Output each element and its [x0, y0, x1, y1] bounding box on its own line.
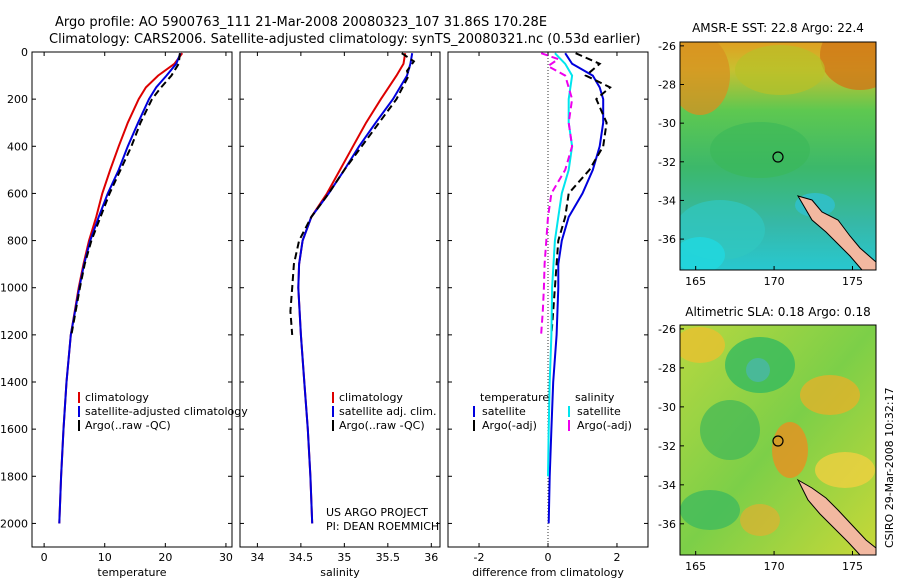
legend-label: satellite	[482, 405, 526, 418]
y-tick-label: 1000	[0, 282, 28, 295]
map-y-tick-label: -26	[658, 323, 676, 336]
y-tick-label: 1200	[0, 329, 28, 342]
x-tick-label: 30	[219, 551, 233, 564]
x-axis-label: salinity	[320, 566, 360, 579]
series-line-temperature-argo-adj-	[550, 52, 612, 335]
sla-map-title: Altimetric SLA: 0.18 Argo: 0.18	[685, 305, 870, 319]
legend-label: Argo(..raw -QC)	[85, 419, 171, 432]
legend-heading: salinity	[575, 391, 615, 404]
sst-map-field	[680, 42, 876, 270]
legend-label: satellite	[577, 405, 621, 418]
series-line-climatology	[58, 52, 184, 524]
map-x-tick-label: 170	[764, 560, 785, 573]
argo-marker-sst	[772, 151, 784, 163]
legend-label: Argo(-adj)	[577, 419, 632, 432]
y-tick-label: 600	[7, 187, 28, 200]
map-y-tick-label: -26	[658, 40, 676, 53]
x-tick-label: -2	[474, 551, 485, 564]
map-y-tick-label: -36	[658, 233, 676, 246]
map-y-tick-label: -30	[658, 401, 676, 414]
y-tick-label: 2000	[0, 517, 28, 530]
legend-label: satellite-adjusted climatology	[85, 405, 248, 418]
legend-heading: temperature	[480, 391, 549, 404]
map-y-tick-label: -32	[658, 156, 676, 169]
x-tick-label: 34.5	[289, 551, 314, 564]
x-tick-label: 34	[250, 551, 264, 564]
series-line-climatology	[297, 53, 407, 524]
y-tick-label: 0	[21, 46, 28, 59]
difference-panel: -2 0 2 difference from climatology temperatu…	[447, 51, 649, 579]
x-tick-label: 35.5	[376, 551, 401, 564]
temperature-panel: 0 200 400 600 800 1000 1200 1400 1600 1800 2000 0 10…	[0, 46, 248, 579]
map-x-tick-label: 175	[842, 560, 863, 573]
sst-map-title: AMSR-E SST: 22.8 Argo: 22.4	[692, 21, 864, 35]
sla-map: Altimetric SLA: 0.18 Argo: 0.18 -26 -28 -3…	[658, 305, 877, 573]
map-y-tick-label: -34	[658, 194, 676, 207]
series-line-salinity-satellite	[547, 52, 574, 477]
y-tick-label: 1800	[0, 470, 28, 483]
map-y-tick-label: -28	[658, 362, 676, 375]
credit-pi: PI: DEAN ROEMMICH	[326, 520, 439, 533]
plot-frame	[239, 51, 441, 548]
legend-label: Argo(..raw -QC)	[339, 419, 425, 432]
map-y-tick-label: -36	[658, 518, 676, 531]
x-axis-label: difference from climatology	[472, 566, 624, 579]
y-tick-label: 800	[7, 235, 28, 248]
legend-label: climatology	[339, 391, 403, 404]
x-tick-label: 0	[41, 551, 48, 564]
timestamp-stamp: CSIRO 29-Mar-2008 10:32:17	[883, 387, 896, 548]
x-tick-label: 10	[98, 551, 112, 564]
series-line-satellite-adjusted-climatology	[58, 52, 182, 524]
legend-label: satellite adj. clim.	[339, 405, 436, 418]
series-line-salinity-argo-adj-	[540, 52, 574, 335]
series-line-argo-raw-qc-	[70, 53, 181, 336]
x-tick-label: 20	[158, 551, 172, 564]
argo-marker-sla	[772, 435, 784, 447]
series-line-temperature-satellite	[547, 52, 605, 524]
map-x-tick-label: 165	[685, 560, 706, 573]
map-x-tick-label: 175	[842, 275, 863, 288]
map-x-tick-label: 170	[764, 275, 785, 288]
x-tick-label: 2	[613, 551, 620, 564]
sla-map-field	[680, 325, 876, 555]
header-line1: Argo profile: AO 5900763_111 21-Mar-2008…	[55, 15, 547, 30]
map-y-tick-label: -28	[658, 79, 676, 92]
plot-frame	[31, 51, 233, 548]
legend-label: climatology	[85, 391, 149, 404]
credit-project: US ARGO PROJECT	[326, 506, 428, 519]
sst-map-axes: -26 -28 -30 -32 -34 -36 165 170 175	[658, 40, 863, 288]
header-line2: Climatology: CARS2006. Satellite-adjuste…	[49, 32, 641, 47]
y-tick-label: 1400	[0, 376, 28, 389]
salinity-panel: 34 34.5 35 35.5 36 salinity climatologysatelli…	[239, 51, 441, 579]
map-y-tick-label: -34	[658, 479, 676, 492]
x-tick-label: 0	[545, 551, 552, 564]
x-tick-label: 35	[337, 551, 351, 564]
series-line-argo-raw-qc-	[289, 52, 416, 335]
map-y-tick-label: -30	[658, 117, 676, 130]
x-axis-label: temperature	[97, 566, 166, 579]
x-tick-label: 36	[424, 551, 438, 564]
y-tick-label: 400	[7, 140, 28, 153]
map-y-tick-label: -32	[658, 440, 676, 453]
map-x-tick-label: 165	[685, 275, 706, 288]
sst-map: AMSR-E SST: 22.8 Argo: 22.4 -26 -28 -30 -32…	[658, 21, 877, 288]
sla-map-axes: -26 -28 -30 -32 -34 -36 165 170 175	[658, 323, 863, 573]
y-tick-label: 200	[7, 93, 28, 106]
legend-label: Argo(-adj)	[482, 419, 537, 432]
series-line-satellite-adj-clim-	[297, 53, 414, 524]
y-tick-label: 1600	[0, 423, 28, 436]
